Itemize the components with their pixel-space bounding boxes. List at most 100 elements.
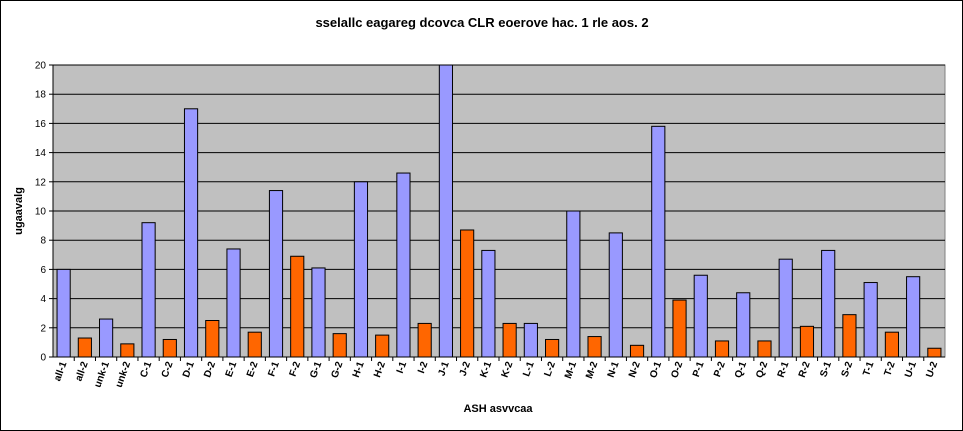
x-tick-label: D-2 [202, 360, 218, 379]
bar-J-2 [460, 229, 475, 358]
bar-J-1 [438, 64, 453, 358]
x-tick-label: Q-1 [733, 360, 749, 380]
bar-U-1 [906, 276, 921, 358]
bar-T-2 [884, 331, 899, 358]
bar-L-2 [545, 338, 560, 358]
x-tick-label: T-1 [861, 360, 876, 378]
bar-D-1 [183, 108, 199, 358]
bar-N-1 [608, 232, 623, 358]
bar-Q-1 [736, 292, 751, 358]
bar-K-2 [502, 322, 517, 358]
x-tick-label: N-2 [627, 360, 643, 379]
y-tick-label: 20 [35, 61, 47, 72]
y-tick-label: 16 [35, 119, 47, 130]
bar-C-2 [162, 338, 177, 358]
x-tick-label: F-1 [266, 360, 282, 378]
x-tick-label: C-2 [160, 360, 176, 379]
x-tick-label: S-1 [818, 360, 834, 379]
bar-O-2 [672, 299, 687, 358]
x-tick-label: K-1 [478, 360, 494, 379]
bar-M-1 [566, 210, 581, 358]
x-tick-label: T-2 [882, 360, 897, 378]
gridlines [53, 64, 945, 329]
y-tick-label: 18 [35, 90, 47, 101]
x-tick-label: M-2 [584, 360, 600, 380]
bars [56, 64, 942, 358]
y-axis-ticks: 0 2 4 6 8 10 12 14 16 18 20 [35, 61, 53, 364]
bar-Q-2 [757, 340, 772, 358]
x-tick-label: unk-2 [114, 360, 134, 389]
x-tick-label: N-1 [606, 360, 622, 379]
x-tick-label: O-2 [669, 360, 685, 380]
chart-title: sselallc eagareg dcovca CLR eoerove hac.… [315, 15, 648, 30]
x-tick-label: E-1 [224, 360, 240, 379]
bar-E-1 [226, 248, 241, 358]
x-tick-label: E-2 [245, 360, 261, 379]
x-tick-label: M-1 [563, 360, 579, 380]
bar-F-2 [290, 255, 305, 358]
y-tick-label: 12 [35, 177, 47, 188]
bar-G-2 [332, 333, 347, 358]
x-tick-label: J-2 [458, 360, 473, 378]
x-tick-label: L-2 [542, 360, 558, 378]
x-tick-label: I-1 [395, 360, 409, 375]
x-tick-label: P-2 [712, 360, 728, 379]
bar-U-2 [927, 347, 942, 358]
bar-O-1 [651, 125, 666, 358]
x-tick-label: R-2 [797, 360, 813, 379]
bar-K-1 [481, 249, 496, 358]
bar-L-1 [523, 322, 538, 358]
y-tick-label: 4 [40, 294, 46, 305]
bar-all-2 [77, 337, 92, 358]
bar-I-2 [417, 322, 432, 358]
x-tick-label: Q-2 [754, 360, 770, 380]
x-tick-label: I-2 [416, 360, 430, 375]
bar-G-1 [311, 267, 326, 358]
bar-C-1 [141, 222, 156, 358]
x-tick-label: K-2 [500, 360, 516, 379]
bar-S-2 [842, 314, 857, 358]
x-tick-label: H-1 [351, 360, 367, 379]
bar-H-2 [375, 334, 390, 358]
x-tick-label: L-1 [521, 360, 537, 378]
x-tick-label: unk-1 [92, 360, 112, 389]
x-tick-label: G-2 [329, 360, 345, 380]
bar-R-2 [799, 325, 815, 358]
x-axis-ticks: all-1 all-2 unk-1 unk-2 C-1 C-2 D-1 D-2 E-1 E-2 F-… [52, 357, 940, 389]
x-tick-label: C-1 [139, 360, 155, 379]
y-tick-label: 8 [40, 236, 46, 247]
x-tick-label: U-2 [924, 360, 940, 379]
bar-F-1 [268, 190, 284, 358]
x-tick-label: R-1 [776, 360, 792, 379]
bar-M-2 [587, 336, 602, 358]
x-tick-label: O-1 [648, 360, 664, 380]
y-tick-label: 0 [40, 353, 46, 364]
x-tick-label: S-2 [840, 360, 856, 379]
x-tick-label: all-1 [52, 360, 69, 383]
bar-T-1 [863, 282, 878, 358]
x-tick-label: U-1 [903, 360, 919, 379]
bar-R-1 [778, 258, 793, 358]
bar-unk-2 [120, 343, 135, 358]
y-axis-title: ugaavalg [13, 187, 25, 235]
bar-unk-1 [99, 318, 114, 358]
bar-E-2 [247, 331, 262, 358]
bar-S-1 [821, 249, 836, 358]
y-tick-label: 6 [40, 265, 46, 276]
y-tick-label: 10 [35, 207, 47, 218]
y-tick-label: 2 [40, 323, 46, 334]
x-tick-label: D-1 [181, 360, 197, 379]
x-tick-label: G-1 [308, 360, 324, 380]
x-tick-label: P-1 [691, 360, 707, 379]
bar-D-2 [205, 320, 220, 358]
x-axis-title: ASH asvvcaa [463, 403, 533, 415]
x-tick-label: F-2 [288, 360, 304, 378]
bar-all-1 [56, 268, 71, 358]
x-tick-label: H-2 [372, 360, 388, 379]
bar-P-1 [693, 274, 708, 358]
bar-P-2 [714, 340, 730, 358]
x-tick-label: all-2 [73, 360, 90, 383]
bar-H-1 [353, 181, 369, 358]
